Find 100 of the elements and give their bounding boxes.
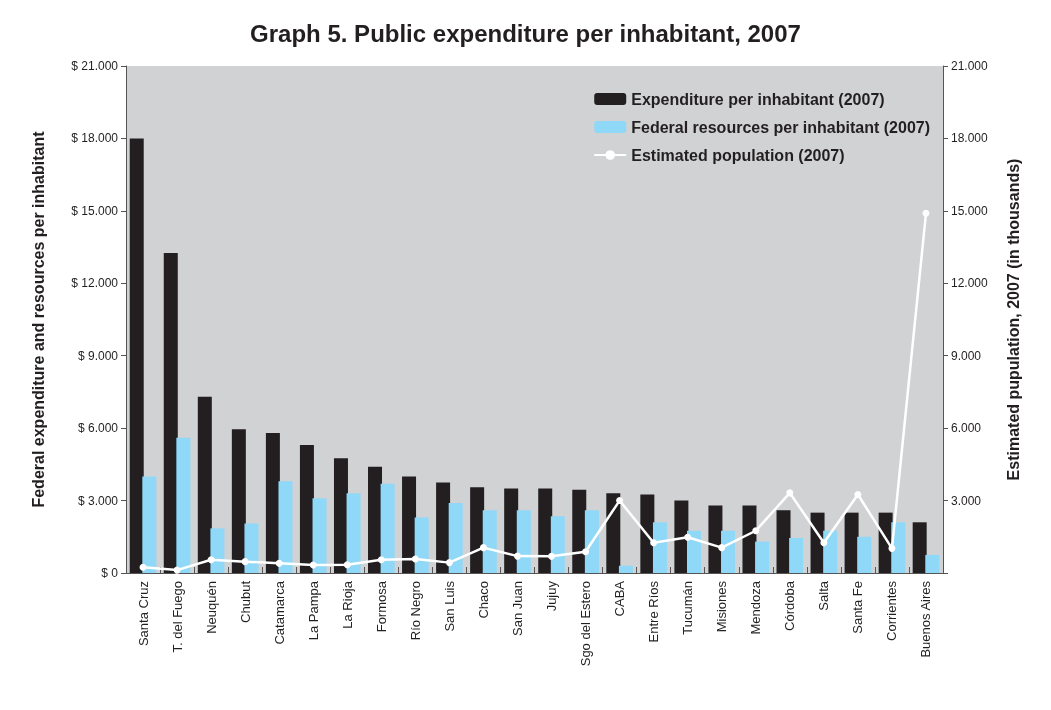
bar — [380, 483, 395, 573]
x-tick-label: Santa Cruz — [135, 581, 151, 647]
point — [718, 544, 726, 552]
y-tick-label: $ 3.000 — [77, 493, 119, 508]
bar — [402, 476, 417, 573]
x-tick-label: Sgo del Estero — [578, 581, 594, 667]
point — [411, 555, 419, 563]
point — [684, 533, 692, 541]
x-tick-label: Neuquén — [203, 581, 219, 634]
bar — [721, 530, 736, 573]
legend-label: Expenditure per inhabitant (2007) — [631, 90, 885, 108]
x-tick-label: Catamarca — [271, 580, 287, 645]
y-axis-title: Federal expenditure and resources per inhabitant — [29, 130, 47, 508]
x-tick-label: Jujuy — [544, 580, 560, 612]
bar — [244, 523, 259, 573]
bar — [504, 488, 519, 573]
point — [582, 548, 590, 556]
bar — [482, 510, 497, 573]
bar — [538, 488, 553, 573]
y2-tick-label: 15.000 — [951, 203, 989, 218]
bar — [755, 541, 770, 573]
bar — [584, 510, 599, 573]
y2-axis-title: Estimated pupulation, 2007 (in thousands) — [1004, 158, 1022, 481]
point — [616, 497, 624, 505]
bar — [652, 522, 667, 573]
x-tick-label: San Juan — [509, 581, 525, 636]
y2-tick-label: 6.000 — [951, 421, 982, 436]
bar — [176, 437, 191, 573]
y-tick-label: $ 9.000 — [77, 348, 119, 363]
point — [922, 209, 930, 217]
legend-label: Federal resources per inhabitant (2007) — [631, 118, 931, 136]
point — [752, 527, 760, 535]
y-tick-label: $ 0 — [101, 566, 119, 580]
x-tick-label: Entre Ríos — [646, 580, 662, 643]
bar — [674, 500, 689, 573]
x-tick-label: CABA — [612, 580, 628, 617]
bar — [789, 537, 804, 573]
legend-label: Estimated population (2007) — [631, 146, 845, 164]
point — [207, 556, 215, 564]
bar — [448, 502, 463, 573]
bar — [278, 481, 293, 573]
y-tick-label: $ 6.000 — [77, 421, 119, 436]
x-tick-label: Buenos Aires — [918, 580, 934, 658]
x-tick-label: La Rioja — [339, 580, 355, 629]
point — [309, 561, 317, 569]
y-tick-label: $ 21.000 — [71, 59, 119, 73]
point — [548, 552, 556, 560]
bar — [686, 530, 701, 573]
bar — [742, 505, 757, 573]
x-tick-label: Chaco — [475, 581, 491, 619]
x-tick-label: Tucumán — [680, 581, 696, 635]
point — [377, 556, 385, 564]
x-tick-label: San Luis — [441, 580, 457, 632]
x-tick-label: Mendoza — [748, 580, 764, 635]
bar — [606, 493, 621, 573]
point — [445, 559, 453, 567]
bar — [572, 489, 587, 573]
point — [513, 552, 521, 560]
bar — [346, 493, 361, 573]
point — [343, 561, 351, 569]
bar — [550, 516, 565, 573]
point — [479, 544, 487, 552]
point — [241, 558, 249, 566]
y2-tick-label: 9.000 — [951, 348, 982, 363]
x-tick-label: La Pampa — [305, 580, 321, 641]
y-tick-label: $ 15.000 — [71, 203, 119, 218]
chart-title: Graph 5. Public expenditure per inhabitant, 2007 — [250, 19, 801, 47]
bar — [129, 138, 144, 573]
point — [786, 489, 794, 497]
y2-tick-label: 18.000 — [951, 131, 989, 146]
y-tick-label: $ 18.000 — [71, 131, 119, 146]
bar — [210, 528, 225, 573]
point — [275, 559, 283, 567]
x-tick-label: Chubut — [237, 580, 253, 623]
x-tick-label: Corrientes — [884, 580, 900, 641]
bar — [231, 429, 246, 573]
bar — [925, 554, 940, 573]
bar — [333, 458, 348, 573]
x-tick-label: T. del Fuego — [169, 581, 185, 653]
bar — [299, 445, 314, 573]
x-tick-label: Río Negro — [407, 581, 423, 641]
x-tick-label: Santa Fe — [850, 581, 866, 634]
point — [139, 563, 147, 571]
bar — [844, 512, 859, 573]
bar — [516, 510, 531, 573]
bar — [368, 466, 383, 573]
bar — [197, 396, 212, 573]
point — [820, 539, 828, 547]
point — [854, 491, 862, 499]
bar — [912, 522, 927, 573]
bar — [776, 510, 791, 573]
y2-tick-label: 21.000 — [951, 59, 989, 73]
y2-tick-label: 12.000 — [951, 276, 989, 291]
bar — [618, 565, 633, 573]
bar — [436, 482, 451, 573]
x-tick-label: Salta — [816, 580, 832, 611]
x-tick-label: Córdoba — [782, 580, 798, 631]
bar — [857, 536, 872, 573]
bar — [470, 487, 485, 573]
bar — [142, 476, 157, 573]
